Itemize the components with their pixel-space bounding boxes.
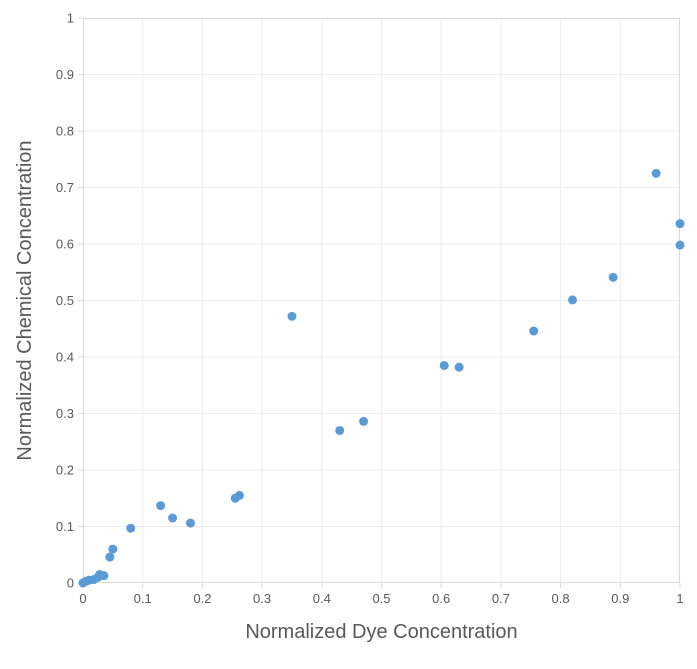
x-tick-label: 0.2 — [193, 591, 211, 606]
x-tick-label: 0.3 — [253, 591, 271, 606]
x-tick-label: 0.4 — [313, 591, 331, 606]
y-tick-label: 0.1 — [56, 519, 74, 534]
x-tick-label: 1 — [676, 591, 683, 606]
x-tick-label: 0.1 — [134, 591, 152, 606]
data-point — [335, 426, 344, 435]
x-tick-label: 0.6 — [432, 591, 450, 606]
data-point — [359, 417, 368, 426]
x-axis-title: Normalized Dye Concentration — [83, 621, 680, 644]
x-tick-label: 0 — [79, 591, 86, 606]
x-tick-label: 0.5 — [372, 591, 390, 606]
data-point — [156, 501, 165, 510]
scatter-chart: Normalized Chemical Concentration Normal… — [0, 0, 697, 669]
data-point — [676, 219, 685, 228]
data-point — [287, 312, 296, 321]
y-tick-label: 0.4 — [56, 350, 74, 365]
y-tick-label: 1 — [67, 11, 74, 26]
data-point — [168, 514, 177, 523]
data-point — [108, 545, 117, 554]
x-tick-label: 0.8 — [552, 591, 570, 606]
data-point — [440, 361, 449, 370]
y-tick-label: 0.6 — [56, 237, 74, 252]
data-point — [99, 571, 108, 580]
data-point — [609, 273, 618, 282]
y-tick-label: 0.9 — [56, 67, 74, 82]
data-point — [186, 519, 195, 528]
y-tick-label: 0.7 — [56, 180, 74, 195]
y-axis-title-container: Normalized Chemical Concentration — [14, 18, 37, 583]
y-tick-label: 0.3 — [56, 406, 74, 421]
plot-area: 00.10.20.30.40.50.60.70.80.9100.10.20.30… — [0, 0, 697, 669]
data-point — [529, 327, 538, 336]
data-point — [652, 169, 661, 178]
data-point — [126, 524, 135, 533]
y-tick-label: 0.2 — [56, 463, 74, 478]
data-point — [235, 491, 244, 500]
data-point — [568, 295, 577, 304]
x-tick-label: 0.7 — [492, 591, 510, 606]
y-ticks: 0 0.1 0.2 0.3 0.4 0.5 0.6 0.7 0.8 0.9 1 — [56, 11, 83, 591]
data-point — [676, 241, 685, 250]
data-point — [455, 363, 464, 372]
y-axis-title: Normalized Chemical Concentration — [14, 18, 37, 583]
y-tick-label: 0.8 — [56, 124, 74, 139]
y-tick-label: 0 — [67, 576, 74, 591]
x-tick-label: 0.9 — [611, 591, 629, 606]
x-ticks: 0 0.1 0.2 0.3 0.4 0.5 0.6 0.7 0.8 0.9 1 — [79, 583, 683, 606]
y-tick-label: 0.5 — [56, 293, 74, 308]
data-point — [105, 553, 114, 562]
